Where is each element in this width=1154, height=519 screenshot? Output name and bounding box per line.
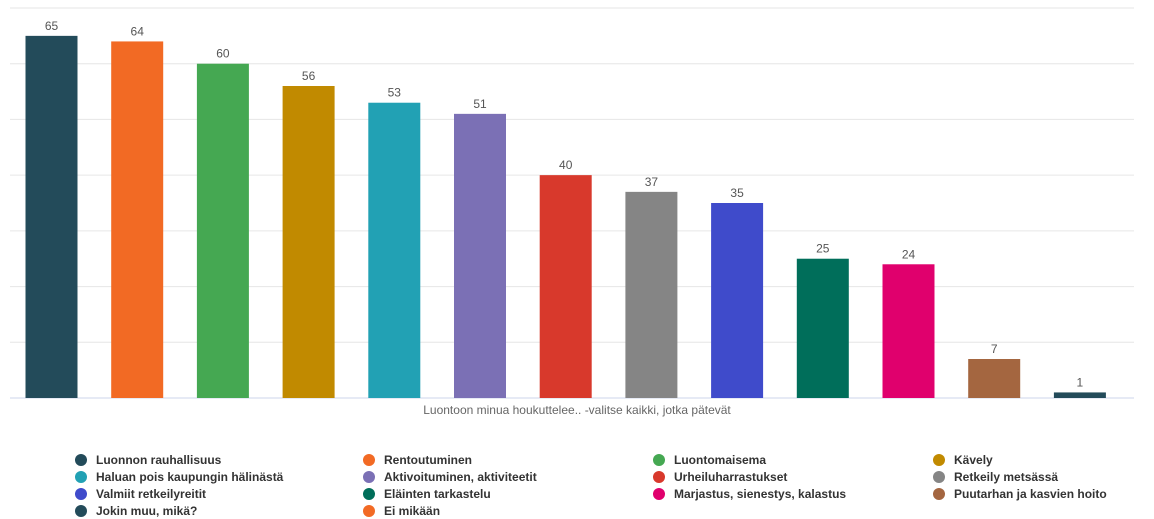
legend-label: Puutarhan ja kasvien hoito: [954, 487, 1107, 501]
data-label: 37: [645, 175, 659, 189]
data-labels: 65 64 60 56 53 51 40 37 35 25 24 7 1: [45, 19, 1084, 390]
legend-swatch-icon: [653, 488, 665, 500]
data-label: 35: [730, 186, 744, 200]
legend-swatch-icon: [75, 505, 87, 517]
legend-label: Rentoutuminen: [384, 453, 472, 467]
legend-label: Eläinten tarkastelu: [384, 487, 491, 501]
legend-swatch-icon: [933, 471, 945, 483]
legend-swatch-icon: [75, 454, 87, 466]
legend-swatch-icon: [75, 471, 87, 483]
legend: Luonnon rauhallisuus Rentoutuminen Luontom…: [75, 452, 1154, 519]
x-axis-label: Luontoon minua houkuttelee.. -valitse ka…: [423, 403, 731, 417]
legend-item[interactable]: Aktivoituminen, aktiviteetit: [363, 469, 653, 485]
legend-label: Kävely: [954, 453, 993, 467]
bar[interactable]: [968, 359, 1021, 398]
data-label: 60: [216, 47, 230, 61]
data-label: 53: [388, 86, 402, 100]
legend-item[interactable]: Marjastus, sienestys, kalastus: [653, 486, 933, 502]
data-label: 40: [559, 158, 573, 172]
bar[interactable]: [454, 113, 506, 398]
legend-item[interactable]: Rentoutuminen: [363, 452, 653, 468]
bar[interactable]: [796, 258, 849, 398]
legend-item[interactable]: Retkeily metsässä: [933, 469, 1154, 485]
data-label: 25: [816, 242, 830, 256]
legend-swatch-icon: [363, 505, 375, 517]
legend-swatch-icon: [933, 488, 945, 500]
bar[interactable]: [282, 86, 335, 398]
bars: [25, 35, 1106, 399]
bar[interactable]: [111, 41, 164, 399]
data-label: 51: [473, 97, 487, 111]
legend-item[interactable]: Kävely: [933, 452, 1154, 468]
legend-item[interactable]: Eläinten tarkastelu: [363, 486, 653, 502]
bar-chart: 65 64 60 56 53 51 40 37 35 25 24 7 1: [10, 7, 1134, 399]
bar[interactable]: [539, 175, 592, 398]
bar[interactable]: [368, 102, 421, 398]
data-label: 7: [991, 342, 998, 356]
legend-label: Retkeily metsässä: [954, 470, 1059, 484]
legend-item[interactable]: Puutarhan ja kasvien hoito: [933, 486, 1154, 502]
legend-swatch-icon: [363, 454, 375, 466]
legend-label: Luonnon rauhallisuus: [96, 453, 222, 467]
legend-item[interactable]: Haluan pois kaupungin hälinästä: [75, 469, 363, 485]
legend-swatch-icon: [75, 488, 87, 500]
legend-item[interactable]: Luonnon rauhallisuus: [75, 452, 363, 468]
legend-swatch-icon: [363, 471, 375, 483]
legend-swatch-icon: [653, 471, 665, 483]
legend-label: Luontomaisema: [674, 453, 767, 467]
data-label: 56: [302, 69, 316, 83]
legend-label: Jokin muu, mikä?: [96, 504, 198, 518]
legend-item[interactable]: Valmiit retkeilyreitit: [75, 486, 363, 502]
legend-swatch-icon: [653, 454, 665, 466]
bar[interactable]: [711, 203, 764, 398]
bar[interactable]: [882, 264, 935, 398]
bar[interactable]: [25, 35, 78, 398]
legend-label: Ei mikään: [384, 504, 441, 518]
bar[interactable]: [196, 63, 249, 398]
bar[interactable]: [625, 191, 678, 398]
data-label: 64: [131, 24, 145, 38]
legend-item[interactable]: Luontomaisema: [653, 452, 933, 468]
legend-label: Aktivoituminen, aktiviteetit: [384, 470, 537, 484]
bar[interactable]: [1053, 392, 1106, 398]
legend-label: Haluan pois kaupungin hälinästä: [96, 470, 284, 484]
data-label: 24: [902, 247, 916, 261]
legend-item[interactable]: Jokin muu, mikä?: [75, 503, 363, 519]
legend-item[interactable]: Ei mikään: [363, 503, 653, 519]
legend-swatch-icon: [933, 454, 945, 466]
data-label: 1: [1077, 375, 1084, 389]
data-label: 65: [45, 19, 59, 33]
legend-swatch-icon: [363, 488, 375, 500]
legend-label: Urheiluharrastukset: [674, 470, 788, 484]
legend-item[interactable]: Urheiluharrastukset: [653, 469, 933, 485]
legend-label: Marjastus, sienestys, kalastus: [674, 487, 847, 501]
legend-label: Valmiit retkeilyreitit: [96, 487, 207, 501]
